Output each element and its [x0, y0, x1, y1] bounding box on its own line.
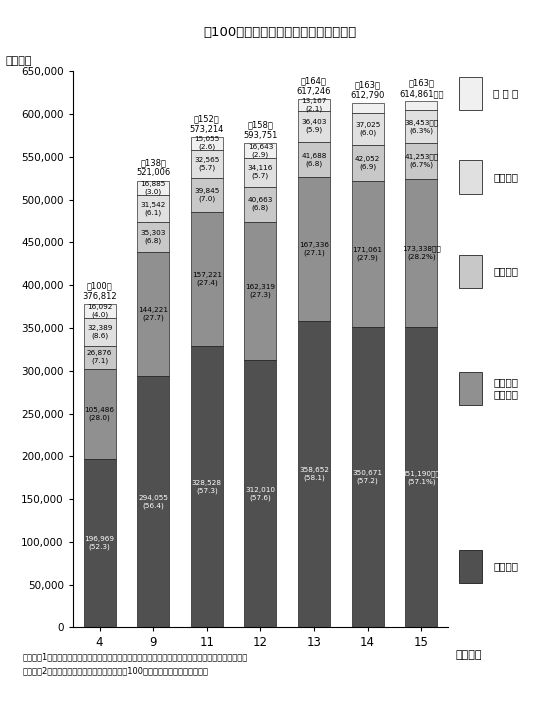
- Bar: [83, 369, 116, 459]
- Text: 41,688
(6.8): 41,688 (6.8): [301, 153, 326, 167]
- Text: 358,652
(58.1): 358,652 (58.1): [299, 467, 329, 481]
- Text: 32,565
(5.7): 32,565 (5.7): [194, 157, 220, 171]
- Text: 294,055
(56.4): 294,055 (56.4): [138, 495, 168, 508]
- Text: 39,845
(7.0): 39,845 (7.0): [194, 188, 220, 202]
- Text: 〔158〕
593,751: 〔158〕 593,751: [243, 120, 278, 140]
- Text: 15,055
(2.6): 15,055 (2.6): [194, 136, 220, 150]
- Text: 政府資金: 政府資金: [493, 561, 518, 571]
- Bar: [352, 103, 384, 113]
- Bar: [352, 113, 384, 145]
- Text: （年度）: （年度）: [455, 650, 482, 660]
- Bar: [298, 178, 330, 321]
- Text: 38,453億円
(6.3%): 38,453億円 (6.3%): [404, 120, 438, 134]
- Text: （注）　1　企業債現在高は、特定資金公共事業債及び特定資金公共投資事業債を除いた額である。: （注） 1 企業債現在高は、特定資金公共事業債及び特定資金公共投資事業債を除いた…: [22, 652, 248, 662]
- FancyBboxPatch shape: [459, 160, 482, 194]
- Text: 328,528
(57.3): 328,528 (57.3): [192, 480, 222, 494]
- Text: 16,643
(2.9): 16,643 (2.9): [248, 143, 273, 158]
- Text: 32,389
(8.6): 32,389 (8.6): [87, 325, 113, 339]
- Bar: [191, 212, 223, 347]
- Bar: [298, 111, 330, 142]
- Text: 105,486
(28.0): 105,486 (28.0): [85, 407, 115, 421]
- Bar: [191, 150, 223, 178]
- Bar: [137, 195, 169, 222]
- Text: 26,876
(7.1): 26,876 (7.1): [87, 350, 113, 364]
- Text: 16,885
(3.0): 16,885 (3.0): [141, 181, 166, 195]
- Text: 35,303
(6.8): 35,303 (6.8): [141, 230, 166, 245]
- Bar: [83, 318, 116, 346]
- Text: 144,221
(27.7): 144,221 (27.7): [138, 307, 168, 321]
- Text: 第100図　企業債借入先別現在高の推移: 第100図 企業債借入先別現在高の推移: [203, 26, 357, 39]
- Bar: [405, 101, 437, 111]
- Text: 2　〔　〕内の数値は、平成４年度を100として算出した指数である。: 2 〔 〕内の数値は、平成４年度を100として算出した指数である。: [22, 667, 208, 676]
- Text: 市中銀行: 市中銀行: [493, 267, 518, 277]
- Text: 40,663
(6.8): 40,663 (6.8): [248, 198, 273, 211]
- Text: 16,092
(4.0): 16,092 (4.0): [87, 304, 113, 318]
- Text: 157,221
(27.4): 157,221 (27.4): [192, 272, 222, 286]
- Bar: [191, 178, 223, 212]
- Bar: [244, 143, 277, 158]
- Bar: [405, 143, 437, 179]
- FancyBboxPatch shape: [459, 371, 482, 405]
- Bar: [244, 187, 277, 222]
- Bar: [137, 222, 169, 252]
- Bar: [244, 361, 277, 627]
- Bar: [405, 179, 437, 327]
- FancyBboxPatch shape: [459, 550, 482, 583]
- Text: 351,190億円
(57.1%): 351,190億円 (57.1%): [402, 470, 441, 485]
- Text: 173,338億円
(28.2%): 173,338億円 (28.2%): [402, 245, 441, 260]
- Bar: [137, 252, 169, 376]
- Text: 34,116
(5.7): 34,116 (5.7): [248, 165, 273, 179]
- Text: 171,061
(27.9): 171,061 (27.9): [353, 247, 382, 261]
- Bar: [83, 459, 116, 627]
- Bar: [83, 346, 116, 369]
- Text: 〔138〕
521,006: 〔138〕 521,006: [136, 158, 170, 178]
- Bar: [244, 158, 277, 187]
- Bar: [298, 321, 330, 627]
- Text: 42,052
(6.9): 42,052 (6.9): [355, 156, 380, 170]
- Bar: [405, 111, 437, 143]
- Bar: [298, 142, 330, 178]
- Bar: [352, 181, 384, 327]
- Text: 36,403
(5.9): 36,403 (5.9): [301, 119, 326, 133]
- Text: 41,253億円
(6.7%): 41,253億円 (6.7%): [404, 154, 438, 168]
- Text: 350,671
(57.2): 350,671 (57.2): [353, 471, 382, 484]
- Text: （億円）: （億円）: [5, 56, 32, 66]
- Text: 196,969
(52.3): 196,969 (52.3): [85, 536, 115, 550]
- Bar: [352, 145, 384, 181]
- Bar: [137, 376, 169, 627]
- Text: そ の 他: そ の 他: [493, 88, 518, 98]
- Text: 〔164〕
617,246: 〔164〕 617,246: [297, 76, 332, 96]
- Text: 〔163〕
614,861億円: 〔163〕 614,861億円: [399, 78, 444, 98]
- FancyBboxPatch shape: [459, 255, 482, 288]
- Bar: [298, 99, 330, 111]
- Bar: [191, 347, 223, 627]
- Bar: [137, 181, 169, 195]
- Text: 312,010
(57.6): 312,010 (57.6): [245, 487, 276, 501]
- Text: 市場公募: 市場公募: [493, 172, 518, 182]
- Bar: [191, 137, 223, 150]
- Text: 167,336
(27.1): 167,336 (27.1): [299, 242, 329, 256]
- Text: 〔152〕
573,214: 〔152〕 573,214: [190, 114, 224, 133]
- Text: 13,167
(2.1): 13,167 (2.1): [301, 98, 326, 112]
- FancyBboxPatch shape: [459, 77, 482, 111]
- Text: 公営企業
金融公庫: 公営企業 金融公庫: [493, 377, 518, 399]
- Bar: [352, 327, 384, 627]
- Bar: [244, 222, 277, 361]
- Bar: [83, 304, 116, 318]
- Bar: [405, 327, 437, 627]
- Text: 162,319
(27.3): 162,319 (27.3): [245, 284, 276, 298]
- Text: 〔163〕
612,790: 〔163〕 612,790: [351, 81, 385, 100]
- Text: 31,542
(6.1): 31,542 (6.1): [141, 202, 166, 216]
- Text: 〔100〕
376,812: 〔100〕 376,812: [82, 282, 117, 301]
- Text: 37,025
(6.0): 37,025 (6.0): [355, 122, 380, 136]
